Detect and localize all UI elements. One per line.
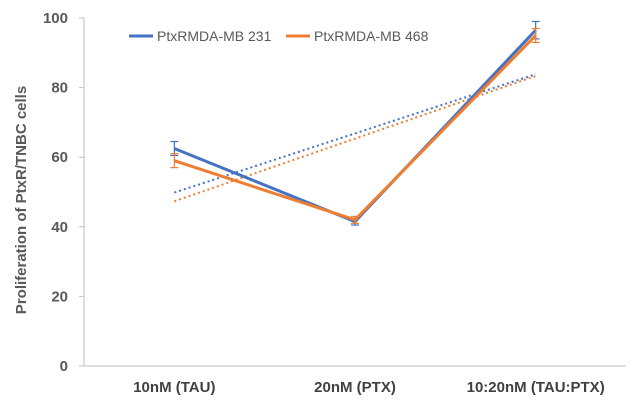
error-bar — [531, 27, 540, 43]
series-line-ptxrmda-mb-468 — [173, 34, 537, 222]
y-tick-label: 20 — [51, 288, 68, 305]
y-axis-label: Proliferation of PtxR/TNBC cells — [13, 86, 30, 314]
series — [170, 20, 540, 226]
trendline-ptxrmda-mb-468 — [174, 75, 536, 203]
y-tick-label: 0 — [60, 358, 68, 375]
trendlines — [174, 73, 536, 203]
x-category-label: 10nM (TAU) — [133, 379, 215, 396]
y-tick-label: 80 — [51, 80, 68, 97]
legend-item: PtxRMDA-MB 231 — [129, 28, 272, 44]
y-tick-label: 60 — [51, 149, 68, 166]
y-tick-label: 100 — [43, 10, 68, 27]
error-bar — [170, 153, 179, 169]
series-line-ptxrmda-mb-231 — [173, 29, 537, 224]
x-category-label: 10:20nM (TAU:PTX) — [467, 379, 605, 396]
y-tick-labels: 0 20 40 60 80 100 — [43, 10, 68, 375]
axes — [79, 17, 626, 367]
error-bar — [351, 215, 359, 224]
legend: PtxRMDA-MB 231 PtxRMDA-MB 468 — [129, 28, 429, 44]
legend-item: PtxRMDA-MB 468 — [286, 28, 429, 44]
y-tick-label: 40 — [51, 219, 68, 236]
x-category-labels: 10nM (TAU) 20nM (PTX) 10:20nM (TAU:PTX) — [133, 379, 604, 396]
x-category-label: 20nM (PTX) — [314, 379, 396, 396]
legend-label: PtxRMDA-MB 231 — [157, 28, 272, 44]
legend-label: PtxRMDA-MB 468 — [314, 28, 429, 44]
